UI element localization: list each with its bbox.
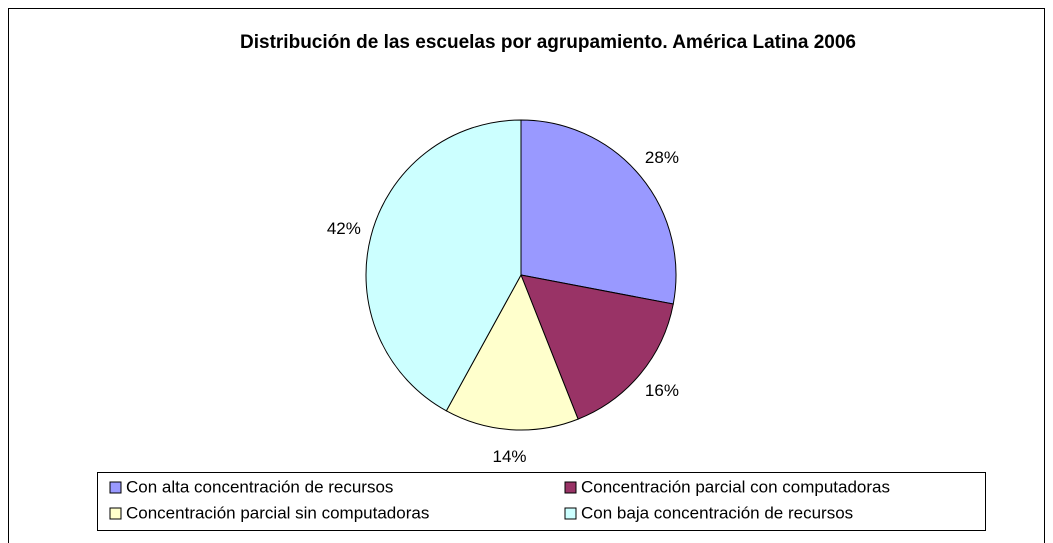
legend-label: Con alta concentración de recursos bbox=[126, 477, 393, 496]
legend-label: Concentración parcial con computadoras bbox=[581, 477, 890, 496]
legend-label: Concentración parcial sin computadoras bbox=[126, 503, 429, 522]
chart-title: Distribución de las escuelas por agrupam… bbox=[240, 32, 856, 53]
legend-swatch bbox=[109, 507, 122, 520]
pie-slice bbox=[520, 274, 674, 420]
pie-slice bbox=[520, 119, 677, 305]
legend-swatch bbox=[109, 481, 122, 494]
legend-swatch bbox=[564, 481, 577, 494]
data-label: 28% bbox=[645, 148, 679, 167]
pie-slice bbox=[445, 273, 579, 431]
legend-swatch bbox=[564, 507, 577, 520]
pie-slice bbox=[365, 119, 522, 412]
data-label: 14% bbox=[493, 447, 527, 466]
data-label: 42% bbox=[327, 219, 361, 238]
legend-box bbox=[97, 472, 986, 531]
legend-label: Con baja concentración de recursos bbox=[581, 503, 853, 522]
data-label: 16% bbox=[645, 381, 679, 400]
